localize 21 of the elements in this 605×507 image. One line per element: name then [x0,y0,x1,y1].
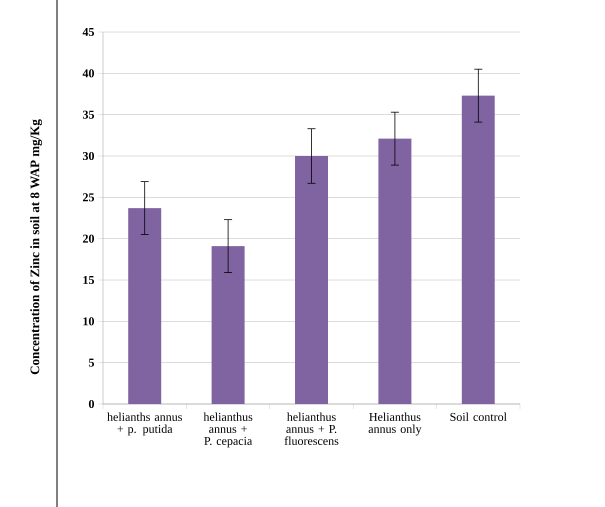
x-tick-label: Soil control [450,412,507,421]
bar [128,208,162,404]
bar [212,246,245,404]
x-tick-label: helianthus annus + P. cepacia [204,412,252,448]
x-tick-label: Helianthus annus only [368,412,422,436]
x-tick-label: helianthus annus + P. fluorescens [284,412,338,445]
y-tick-label: 35 [82,110,94,119]
y-tick-label: 20 [82,234,94,243]
y-tick-label: 40 [82,69,94,78]
x-tick-label: helianths annus + p. putida [107,412,182,436]
bar [462,96,495,404]
y-tick-label: 0 [88,400,94,408]
y-tick-label: 5 [88,358,94,367]
y-tick-label: 30 [82,152,94,160]
bar [295,156,328,404]
bar [378,138,412,404]
y-axis-title: Concentration of Zinc in soil at 8 WAP mg/Kg [30,119,42,374]
y-tick-label: 15 [83,276,94,284]
y-tick-label: 10 [83,317,94,326]
y-tick-label: 25 [82,193,94,202]
y-tick-label: 45 [82,28,94,36]
